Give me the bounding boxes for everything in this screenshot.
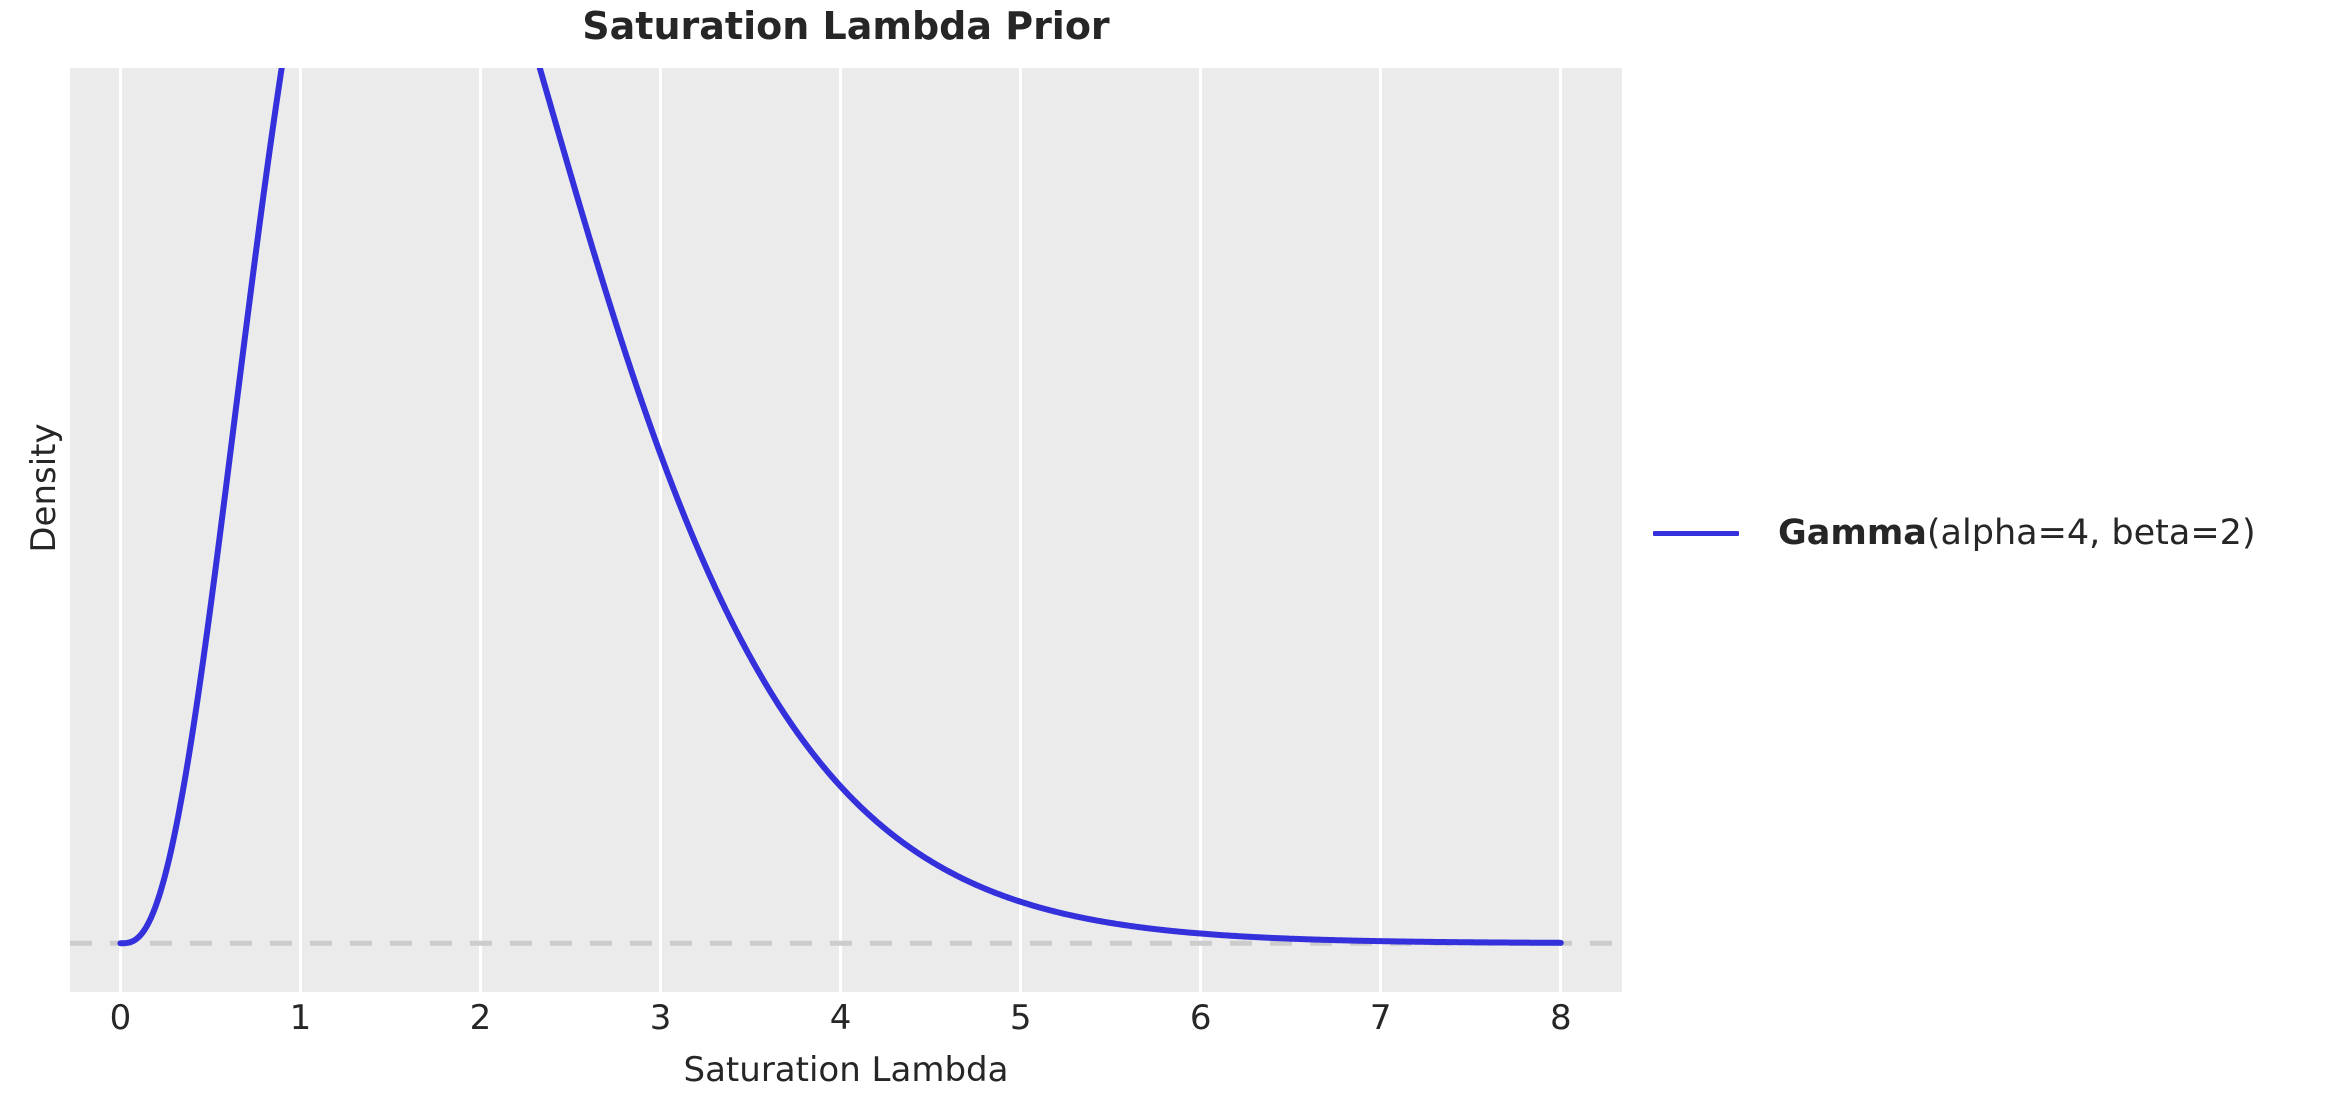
gridline-x-2 xyxy=(479,68,482,992)
plot-area xyxy=(70,68,1622,992)
x-tick-label-6: 6 xyxy=(1189,998,1212,1038)
x-tick-label-1: 1 xyxy=(289,998,312,1038)
gridline-x-7 xyxy=(1379,68,1383,992)
density-curve-gamma xyxy=(117,68,1564,947)
gridline-x-5 xyxy=(1019,68,1023,992)
x-tick-label-2: 2 xyxy=(469,998,492,1038)
legend-distribution-name: Gamma xyxy=(1778,513,1927,553)
gridline-x-3 xyxy=(659,68,663,992)
x-tick-label-3: 3 xyxy=(649,998,672,1038)
gridline-x-8 xyxy=(1559,68,1563,992)
legend-line-swatch xyxy=(1653,530,1739,536)
legend-entry-label: Gamma(alpha=4, beta=2) xyxy=(1778,513,2256,553)
chart-title: Saturation Lambda Prior xyxy=(582,4,1110,48)
x-axis-title: Saturation Lambda xyxy=(683,1050,1009,1090)
x-tick-label-4: 4 xyxy=(829,998,852,1038)
gridline-x-4 xyxy=(839,68,843,992)
gridline-x-6 xyxy=(1199,68,1203,992)
plot-svg xyxy=(70,68,1622,947)
y-axis-title: Density xyxy=(24,423,64,553)
x-tick-label-8: 8 xyxy=(1549,998,1572,1038)
x-tick-label-0: 0 xyxy=(109,998,132,1038)
gridline-x-0 xyxy=(118,68,122,992)
gridline-x-1 xyxy=(298,68,302,992)
x-tick-label-5: 5 xyxy=(1009,998,1032,1038)
legend-distribution-params: (alpha=4, beta=2) xyxy=(1926,513,2256,553)
chart-legend: Gamma(alpha=4, beta=2) xyxy=(1653,505,2256,561)
x-tick-label-7: 7 xyxy=(1369,998,1392,1038)
